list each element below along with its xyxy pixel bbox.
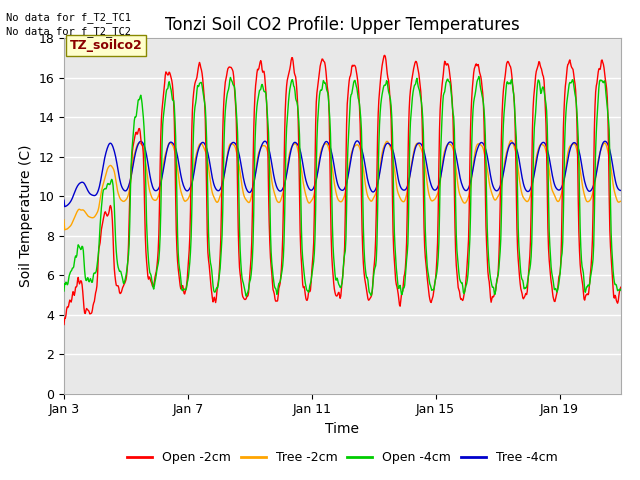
Legend: Open -2cm, Tree -2cm, Open -4cm, Tree -4cm: Open -2cm, Tree -2cm, Open -4cm, Tree -4… xyxy=(122,446,563,469)
X-axis label: Time: Time xyxy=(325,422,360,436)
Text: No data for f_T2_TC1: No data for f_T2_TC1 xyxy=(6,12,131,23)
Title: Tonzi Soil CO2 Profile: Upper Temperatures: Tonzi Soil CO2 Profile: Upper Temperatur… xyxy=(165,16,520,34)
Y-axis label: Soil Temperature (C): Soil Temperature (C) xyxy=(19,145,33,287)
Text: No data for f_T2_TC2: No data for f_T2_TC2 xyxy=(6,26,131,37)
Text: TZ_soilco2: TZ_soilco2 xyxy=(70,39,142,52)
